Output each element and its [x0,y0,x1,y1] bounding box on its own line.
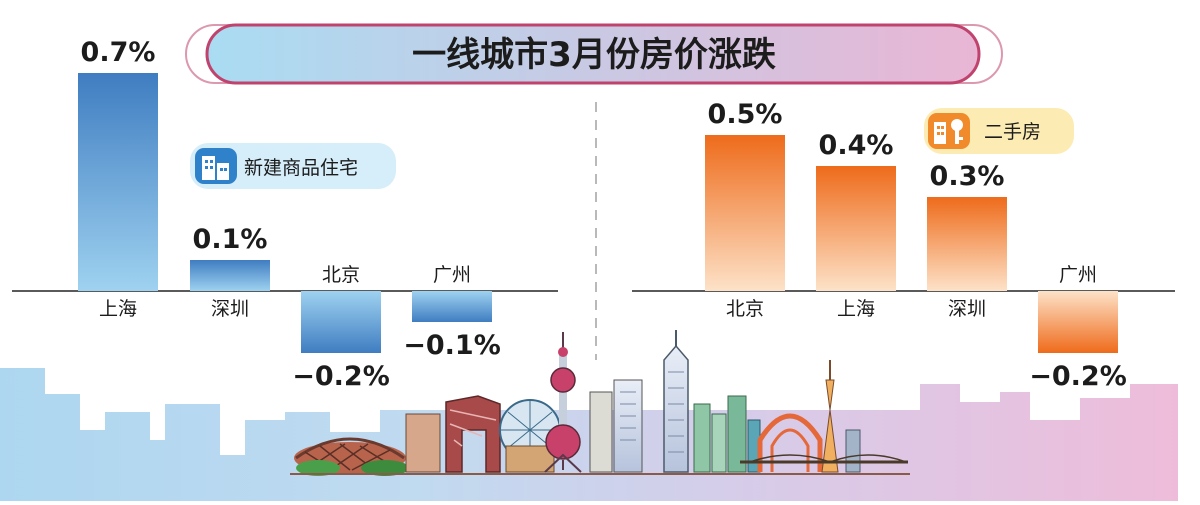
value-label-second-3: 0.3% [930,161,1005,192]
bar-second-3 [927,197,1007,291]
value-label-second-4: −0.2% [1029,361,1127,392]
legend-new-home-label: 新建商品住宅 [244,157,358,179]
house-key-icon [928,113,970,149]
page-title: 一线城市3月份房价涨跌 [412,35,776,75]
chart-new-home: 0.7% 上海 0.1% 深圳 −0.2% 北京 −0.1% 广州 [12,37,558,392]
bar-second-4 [1038,291,1118,353]
bar-second-2 [816,166,896,291]
category-label-second-4: 广州 [1059,264,1097,286]
building-icon [195,148,237,184]
title-banner: 一线城市3月份房价涨跌 [185,23,1003,85]
value-label-second-2: 0.4% [819,130,894,161]
legend-second-hand-label: 二手房 [984,121,1041,143]
skyline-background [0,330,1178,501]
category-label-new-1: 上海 [99,298,137,320]
bar-second-1 [705,135,785,291]
value-label-new-2: 0.1% [193,224,268,255]
category-label-second-1: 北京 [726,298,764,320]
value-label-new-3: −0.2% [292,361,390,392]
bar-new-2 [190,260,270,291]
category-label-second-2: 上海 [837,298,875,320]
legend-new-home: 新建商品住宅 [190,143,396,189]
category-label-new-3: 北京 [322,264,360,286]
value-label-new-4: −0.1% [403,330,501,361]
bar-new-1 [78,73,158,291]
bar-new-3 [301,291,381,353]
chart-second-hand: 0.5% 北京 0.4% 上海 0.3% 深圳 −0.2% 广州 [632,99,1175,392]
value-label-second-1: 0.5% [708,99,783,130]
category-label-new-4: 广州 [433,264,471,286]
bar-new-4 [412,291,492,322]
legend-second-hand: 二手房 [924,108,1074,154]
value-label-new-1: 0.7% [81,37,156,68]
category-label-new-2: 深圳 [211,298,249,320]
category-label-second-3: 深圳 [948,298,986,320]
